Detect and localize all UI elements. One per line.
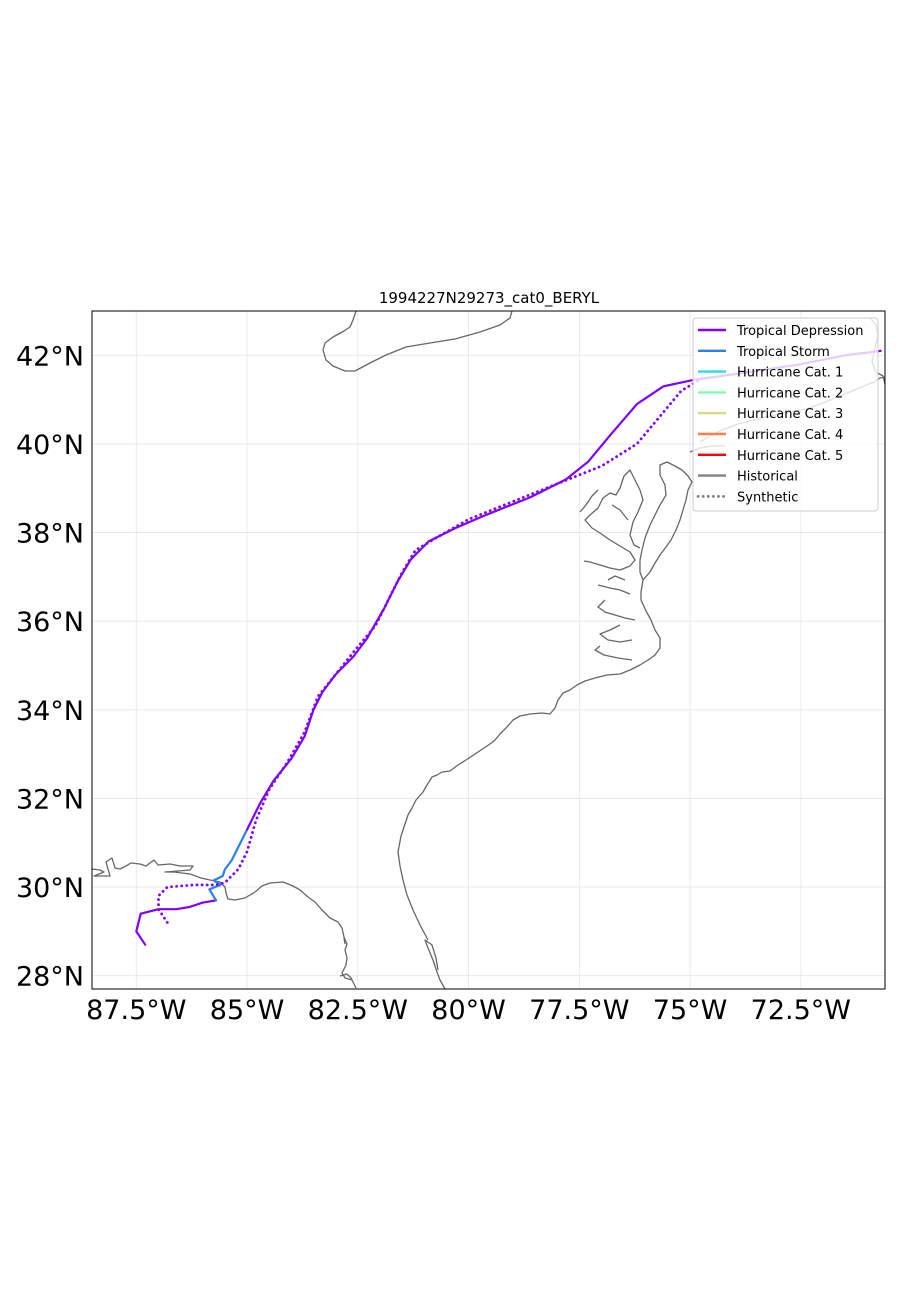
legend-box (692, 317, 879, 512)
legend: Tropical Depression Tropical Storm Hurrica… (692, 317, 879, 512)
lon-tick-label: 77.5°W (529, 995, 629, 1026)
chesapeake-bay-coastline (579, 461, 693, 661)
map-frame-border (91, 310, 886, 990)
lat-tick-label: 36°N (16, 607, 84, 638)
historical-track-segment (208, 828, 249, 902)
lon-tick-label: 82.5°W (308, 995, 408, 1026)
legend-label: Synthetic (737, 490, 798, 505)
lon-tick-label: 75°W (653, 995, 728, 1026)
legend-label: Tropical Depression (736, 324, 863, 339)
florida-west-coast-detail (339, 937, 353, 980)
lat-tick-label: 30°N (16, 873, 84, 904)
legend-label: Historical (737, 470, 798, 485)
legend-label: Hurricane Cat. 1 (737, 366, 843, 381)
legend-label: Hurricane Cat. 2 (737, 386, 843, 401)
lake-erie-coastline (322, 311, 513, 372)
legend-label: Hurricane Cat. 4 (737, 428, 843, 443)
legend-label: Tropical Storm (736, 345, 830, 360)
lat-tick-label: 34°N (16, 696, 84, 727)
legend-label: Hurricane Cat. 5 (737, 449, 843, 464)
historical-track-segment (246, 349, 882, 831)
lon-tick-label: 72.5°W (751, 995, 851, 1026)
storm-tracks (135, 349, 882, 946)
lat-tick-label: 40°N (16, 430, 84, 461)
map-title: 1994227N29273_cat0_BERYL (379, 289, 600, 308)
lat-tick-label: 42°N (16, 341, 84, 372)
latitude-tick-labels: 28°N 30°N 32°N 34°N 36°N 38°N 40°N 42°N (16, 341, 84, 992)
legend-label: Hurricane Cat. 3 (737, 407, 843, 422)
lon-tick-label: 87.5°W (86, 995, 186, 1026)
historical-track-segment (135, 899, 218, 946)
lon-tick-label: 85°W (210, 995, 285, 1026)
lat-tick-label: 32°N (16, 784, 84, 815)
lat-tick-label: 38°N (16, 519, 84, 550)
lat-tick-label: 28°N (16, 962, 84, 993)
longitude-tick-labels: 87.5°W 85°W 82.5°W 80°W 77.5°W 75°W 72.5°W (86, 995, 851, 1026)
synthetic-track-segment (157, 376, 705, 924)
atlantic-coast-coastline (397, 579, 661, 989)
lon-tick-label: 80°W (431, 995, 506, 1026)
